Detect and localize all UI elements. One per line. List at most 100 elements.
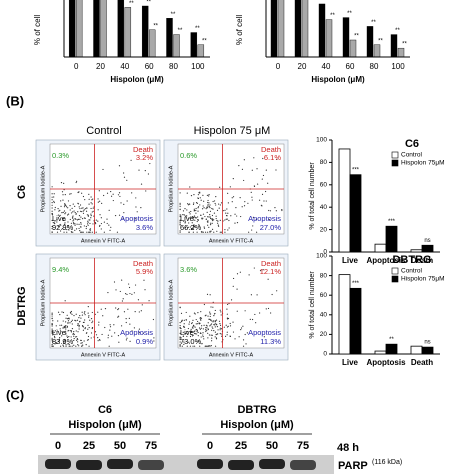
event-dot	[66, 231, 68, 233]
event-dot	[90, 202, 92, 204]
event-dot	[80, 223, 82, 225]
event-dot	[240, 329, 242, 331]
event-dot	[264, 190, 267, 193]
event-dot	[83, 225, 85, 227]
event-dot	[70, 336, 72, 338]
event-dot	[59, 313, 61, 316]
x-axis-label: Hispolon (μM)	[110, 75, 164, 84]
event-dot	[179, 344, 181, 347]
event-dot	[78, 324, 80, 327]
event-dot	[51, 231, 53, 233]
event-dot	[134, 218, 136, 220]
event-dot	[67, 343, 69, 345]
blot-band	[259, 459, 285, 469]
legend-swatch	[391, 159, 399, 167]
event-dot	[209, 311, 211, 313]
bar	[68, 0, 76, 58]
y-tick-label: 20	[320, 226, 328, 233]
event-dot	[53, 200, 55, 203]
event-dot	[232, 178, 234, 180]
event-dot	[71, 207, 73, 209]
event-dot	[239, 197, 241, 199]
event-dot	[103, 231, 105, 233]
significance: ***	[388, 219, 396, 225]
event-dot	[115, 289, 117, 291]
event-dot	[202, 217, 204, 219]
event-dot	[210, 334, 212, 336]
quadrant-name: Apoptosis	[248, 328, 281, 337]
event-dot	[208, 205, 210, 208]
event-dot	[77, 191, 79, 194]
event-dot	[99, 214, 101, 216]
event-dot	[79, 315, 81, 317]
event-dot	[62, 211, 64, 213]
event-dot	[69, 218, 71, 221]
event-dot	[202, 332, 204, 334]
event-dot	[183, 326, 186, 328]
event-dot	[234, 338, 236, 340]
event-dot	[205, 329, 207, 331]
event-dot	[184, 227, 187, 229]
event-dot	[197, 323, 199, 325]
event-dot	[86, 214, 88, 216]
event-dot	[179, 324, 181, 327]
event-dot	[179, 307, 181, 309]
event-dot	[68, 229, 70, 231]
event-dot	[104, 308, 107, 310]
event-dot	[67, 322, 69, 324]
event-dot	[274, 207, 276, 209]
x-tick-label: 80	[370, 62, 379, 71]
event-dot	[122, 298, 124, 300]
event-dot	[195, 201, 198, 204]
quadrant-percent: 6.1%	[264, 153, 281, 162]
event-dot	[64, 204, 66, 206]
event-dot	[210, 218, 213, 220]
event-dot	[81, 231, 83, 233]
bar	[421, 244, 434, 253]
event-dot	[236, 273, 239, 275]
event-dot	[68, 345, 70, 347]
column-title: Hispolon 75 μM	[194, 125, 271, 137]
event-dot	[251, 196, 253, 198]
event-dot	[138, 311, 140, 313]
chart-title: C6	[405, 138, 419, 150]
event-dot	[104, 326, 106, 329]
event-dot	[51, 328, 53, 330]
event-dot	[54, 343, 56, 345]
event-dot	[84, 327, 87, 329]
event-dot	[72, 333, 74, 335]
y-tick-label: 40	[320, 312, 328, 319]
event-dot	[51, 312, 53, 314]
y-tick-label: 40	[320, 204, 328, 211]
event-dot	[81, 311, 83, 313]
event-dot	[181, 345, 183, 347]
event-dot	[59, 328, 61, 330]
event-dot	[220, 314, 222, 316]
event-dot	[88, 326, 90, 329]
event-dot	[67, 213, 70, 215]
event-dot	[80, 222, 82, 224]
event-dot	[51, 332, 53, 334]
event-dot	[188, 323, 190, 325]
event-dot	[82, 329, 85, 331]
time-point: 48 h	[337, 442, 359, 454]
event-dot	[113, 281, 116, 283]
event-dot	[217, 225, 220, 227]
event-dot	[109, 229, 111, 231]
event-dot	[90, 217, 92, 219]
event-dot	[70, 310, 73, 313]
event-dot	[238, 336, 240, 338]
event-dot	[206, 327, 208, 329]
event-dot	[189, 315, 191, 317]
event-dot	[82, 207, 84, 209]
event-dot	[98, 324, 100, 326]
significance: **	[347, 11, 352, 17]
y-tick-label: 20	[320, 331, 328, 338]
event-dot	[59, 330, 62, 332]
event-dot	[126, 293, 128, 296]
event-dot	[84, 319, 86, 321]
event-dot	[87, 224, 89, 226]
event-dot	[216, 209, 219, 211]
event-dot	[82, 231, 84, 233]
event-dot	[87, 220, 89, 222]
